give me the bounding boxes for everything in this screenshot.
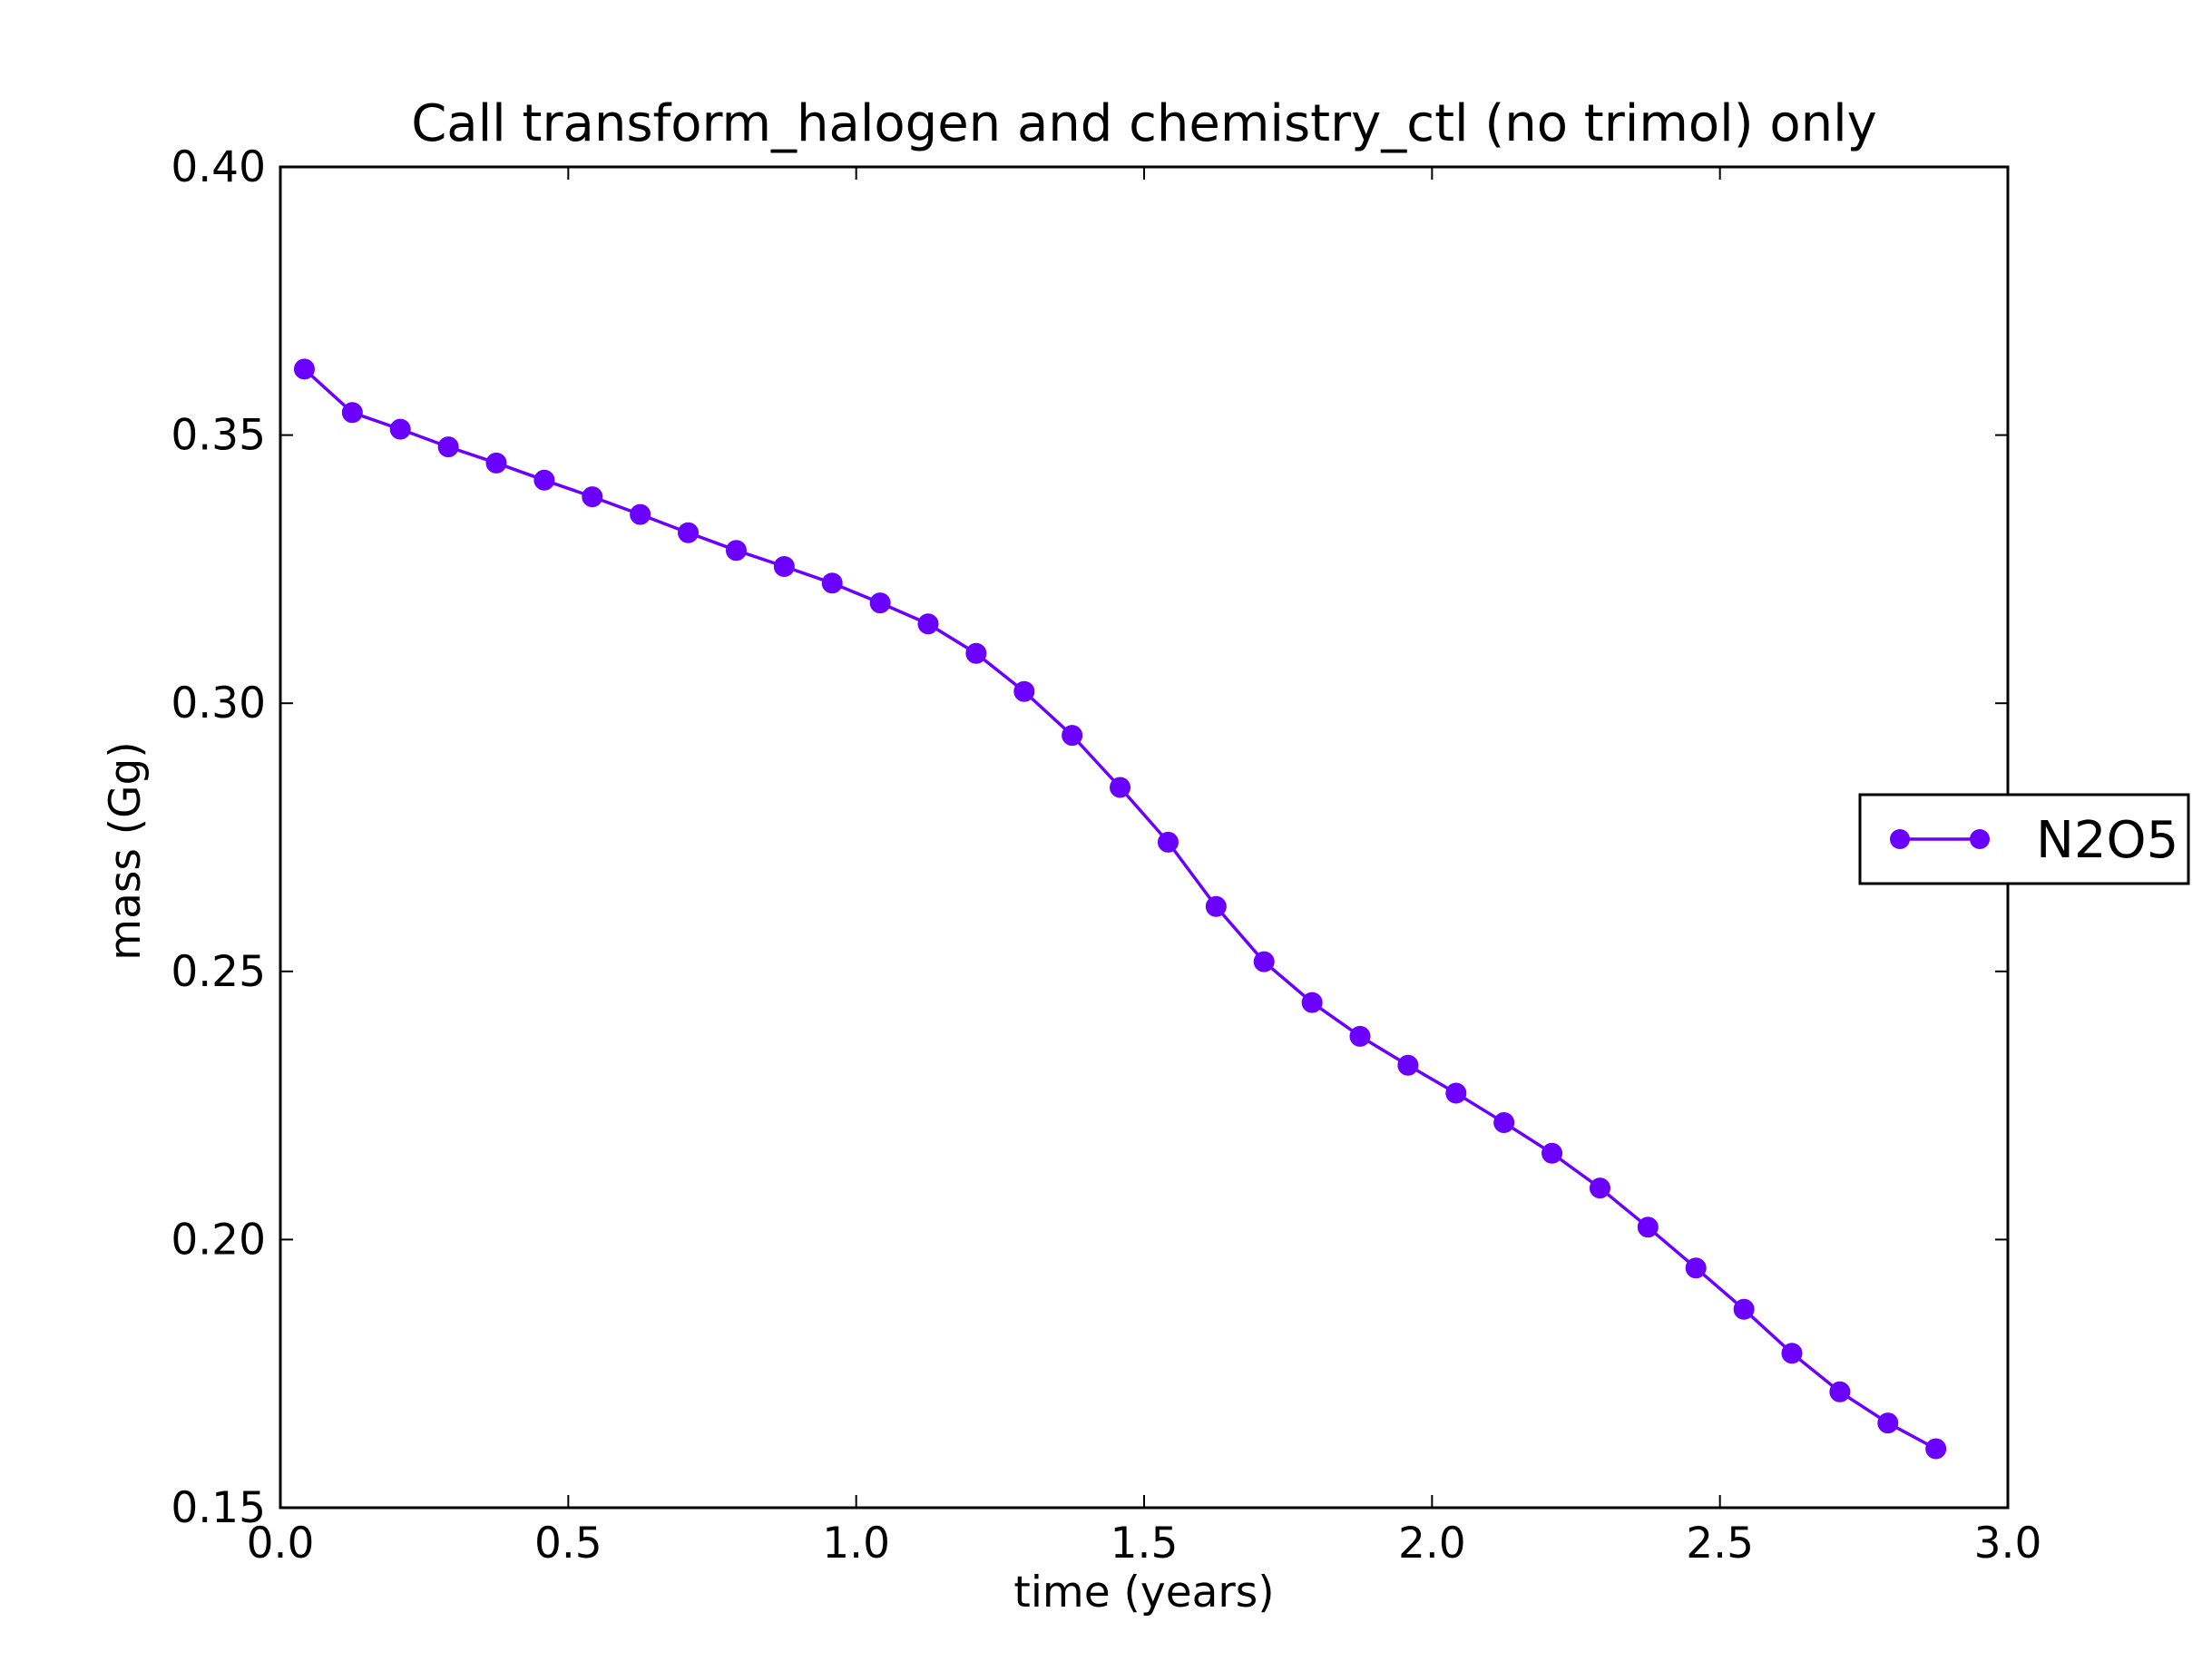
plot-area: 0.0 0.5 1.0 1.5 2.0 2.5 3.0 0.15 0.20 0.25 0.30 0.3… <box>171 142 2041 1568</box>
data-point <box>341 402 363 424</box>
legend: N2O5 <box>1858 793 2190 885</box>
data-point <box>1062 725 1083 747</box>
data-point <box>965 642 987 664</box>
x-tick-label: 0.0 <box>247 1519 315 1568</box>
data-point <box>869 592 891 614</box>
data-point <box>1205 895 1227 917</box>
data-point <box>389 418 411 440</box>
data-point <box>1685 1257 1707 1279</box>
data-point <box>773 555 795 577</box>
data-point <box>725 540 747 562</box>
data-point <box>1445 1082 1467 1104</box>
data-point <box>1397 1054 1419 1076</box>
legend-marker <box>1890 829 1910 849</box>
data-point <box>1493 1112 1515 1134</box>
y-tick-label: 0.20 <box>171 1215 266 1265</box>
y-tick-label: 0.40 <box>171 142 266 192</box>
x-tick-label: 2.5 <box>1686 1519 1754 1568</box>
data-point <box>293 358 315 380</box>
x-tick-label: 1.0 <box>822 1519 890 1568</box>
y-tick-label: 0.35 <box>171 411 266 461</box>
data-point <box>821 572 843 594</box>
data-point <box>1157 831 1179 853</box>
data-point <box>485 452 507 474</box>
data-point <box>1733 1298 1755 1320</box>
data-point <box>630 503 651 525</box>
legend-label: N2O5 <box>2036 811 2178 870</box>
x-tick-label: 0.5 <box>534 1519 602 1568</box>
chart-title: Call transform_halogen and chemistry_ctl… <box>411 94 1877 153</box>
y-tick-label: 0.15 <box>171 1483 266 1533</box>
legend-marker <box>1970 829 1990 849</box>
x-tick-label: 2.0 <box>1398 1519 1466 1568</box>
data-point <box>582 486 603 508</box>
x-tick-label: 3.0 <box>1974 1519 2042 1568</box>
data-point <box>1349 1025 1371 1047</box>
data-point <box>1110 777 1131 798</box>
data-point <box>1013 680 1035 702</box>
data-point <box>1925 1438 1947 1460</box>
data-point <box>533 469 555 491</box>
data-point <box>1542 1142 1563 1164</box>
y-tick-label: 0.30 <box>171 679 266 728</box>
data-point <box>437 436 459 458</box>
data-point <box>917 613 939 635</box>
x-axis-label: time (years) <box>1013 1568 1274 1617</box>
y-axis-label: mass (Gg) <box>101 741 151 960</box>
data-point <box>678 522 700 543</box>
data-point <box>1589 1178 1610 1199</box>
x-tick-label: 1.5 <box>1111 1519 1179 1568</box>
data-point <box>1253 951 1275 972</box>
data-point <box>1301 992 1323 1013</box>
data-point <box>1877 1412 1899 1434</box>
data-point <box>1637 1217 1659 1238</box>
data-point <box>1781 1343 1803 1364</box>
data-point <box>1829 1381 1851 1402</box>
y-tick-label: 0.25 <box>171 947 266 997</box>
